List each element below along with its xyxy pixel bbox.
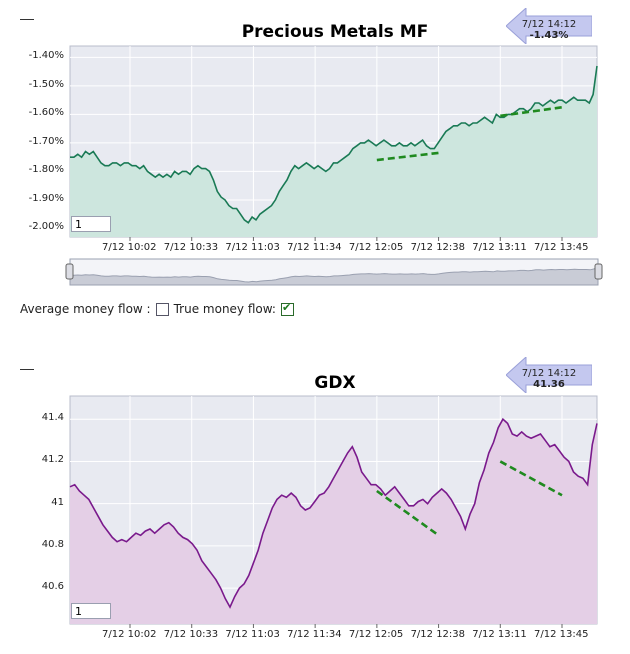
navigator-scrollbar[interactable] (64, 258, 604, 288)
x-tick-label-gdx: 7/12 10:02 (102, 629, 157, 640)
x-tick-label-gdx: 7/12 11:03 (225, 629, 280, 640)
readout-time-gdx: 7/12 14:12 (521, 368, 577, 379)
x-tick-label-mf: 7/12 12:38 (410, 242, 466, 253)
y-tick-label-mf: -1.90% (28, 192, 64, 204)
y-tick-label-mf: -1.50% (28, 78, 64, 90)
x-tick-label-mf: 7/12 10:33 (163, 242, 219, 253)
x-tick-label-mf: 7/12 13:11 (472, 242, 527, 253)
average-flow-checkbox[interactable] (155, 302, 169, 316)
trendline-gdx (499, 460, 563, 497)
y-tick-label-mf: -2.00% (28, 221, 64, 233)
y-tick-label-mf: -1.80% (28, 164, 64, 176)
y-tick-label-gdx: 41 (51, 496, 64, 508)
navigator-handle-left (65, 263, 74, 280)
x-tick-label-gdx: 7/12 12:38 (410, 629, 466, 640)
y-tick-label-mf: -1.70% (28, 135, 64, 147)
x-tick-label-mf: 7/12 11:34 (287, 242, 342, 253)
y-tick-label-gdx: 40.6 (41, 581, 64, 593)
x-tick-label-gdx: 7/12 12:05 (348, 629, 404, 640)
true-flow-checkbox[interactable] (280, 301, 294, 316)
x-tick-label-gdx: 7/12 11:34 (287, 629, 342, 640)
y-tick-label-gdx: 40.8 (41, 538, 64, 550)
x-tick-label-gdx: 7/12 13:11 (472, 629, 527, 640)
zoom-input-gdx[interactable]: 1 (71, 603, 111, 619)
readout-gdx: 7/12 14:12 41.36 (505, 355, 593, 395)
series-line-mf (70, 65, 598, 224)
chart-plot-mf (69, 45, 598, 241)
collapse-dash-top[interactable] (20, 19, 34, 20)
readout-value-gdx: 41.36 (533, 379, 565, 390)
money-flow-controls: Average money flow : True money flow: (20, 301, 299, 316)
average-flow-label: Average money flow : (20, 302, 151, 316)
navigator-series (69, 265, 599, 286)
series-area-gdx (70, 419, 597, 624)
y-tick-label-mf: -1.40% (28, 50, 64, 62)
collapse-dash-bottom[interactable] (20, 369, 34, 370)
navigator-handle-right (594, 263, 603, 280)
x-tick-label-mf: 7/12 11:03 (225, 242, 280, 253)
x-tick-label-mf: 7/12 13:45 (534, 242, 589, 253)
series-line-gdx (69, 417, 598, 609)
chart-title-mf: Precious Metals MF (241, 22, 429, 42)
chart-title-gdx: GDX (314, 373, 356, 393)
zoom-input-mf[interactable]: 1 (71, 216, 111, 232)
y-tick-label-gdx: 41.2 (41, 454, 64, 466)
y-tick-label-mf: -1.60% (28, 107, 64, 119)
x-tick-label-mf: 7/12 10:02 (102, 242, 157, 253)
x-tick-label-mf: 7/12 12:05 (348, 242, 404, 253)
x-tick-label-gdx: 7/12 13:45 (534, 629, 589, 640)
readout-time-mf: 7/12 14:12 (521, 19, 577, 30)
x-tick-label-gdx: 7/12 10:33 (163, 629, 219, 640)
trendline-gdx (376, 489, 440, 537)
y-tick-label-gdx: 41.4 (41, 412, 64, 424)
readout-value-mf: -1.43% (529, 30, 569, 41)
true-flow-label: True money flow: (173, 302, 276, 316)
series-area-mf (70, 66, 597, 237)
